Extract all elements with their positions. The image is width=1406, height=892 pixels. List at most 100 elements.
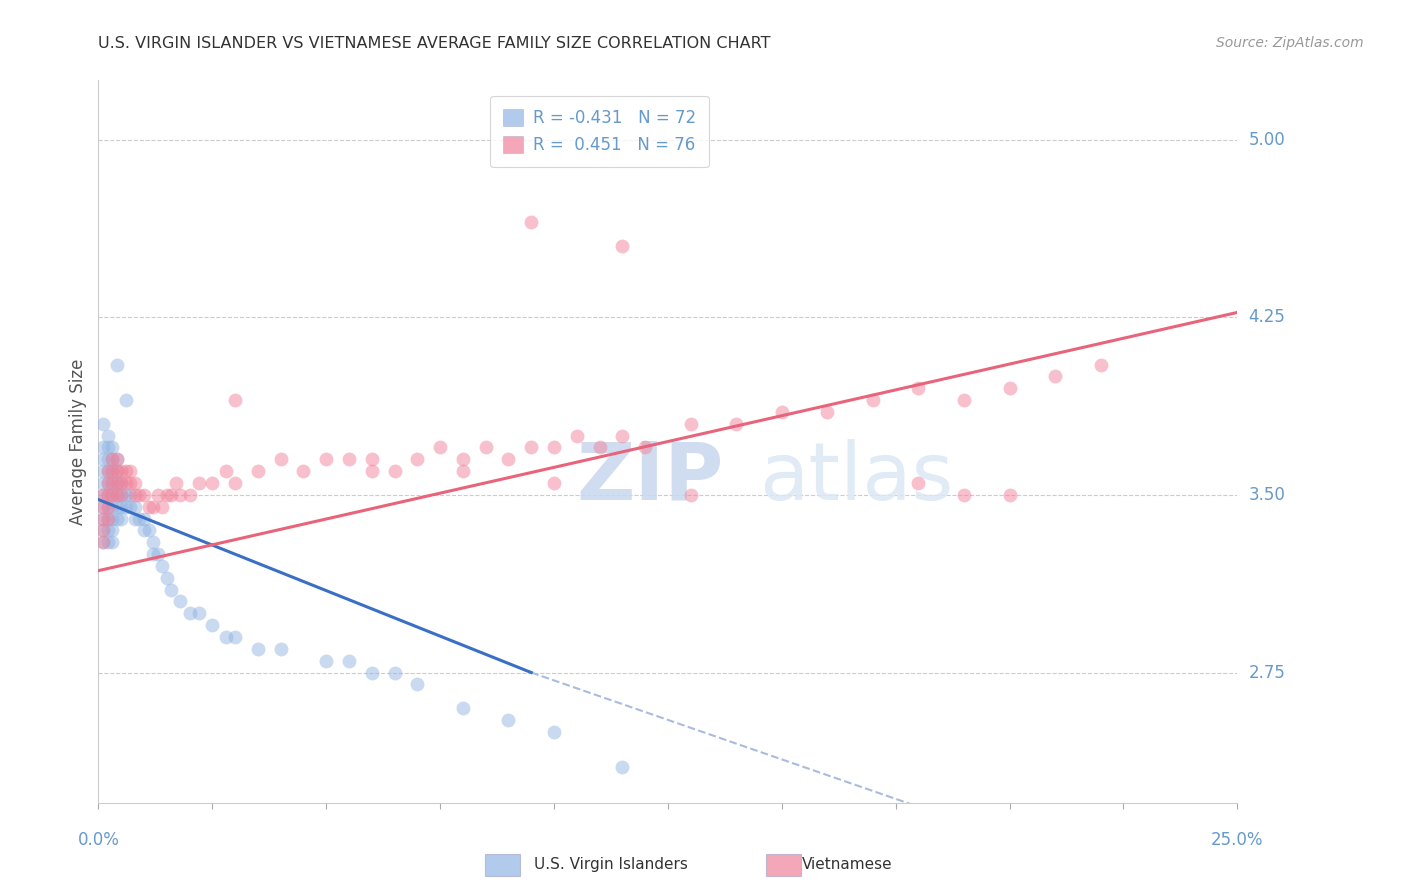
Point [96, 488, 118, 502]
Text: 4.25: 4.25 [1249, 308, 1285, 326]
Point [110, 500, 132, 514]
Point [498, 713, 520, 727]
Point [91, 464, 114, 478]
Point [142, 535, 165, 549]
Point [101, 475, 124, 490]
Point [96, 488, 118, 502]
Point [132, 524, 155, 538]
Point [1043, 369, 1066, 384]
Point [215, 464, 238, 478]
Point [169, 594, 191, 608]
Point [105, 488, 128, 502]
Point [110, 464, 132, 478]
Point [498, 452, 520, 467]
Text: U.S. VIRGIN ISLANDER VS VIETNAMESE AVERAGE FAMILY SIZE CORRELATION CHART: U.S. VIRGIN ISLANDER VS VIETNAMESE AVERA… [98, 36, 770, 51]
Point [128, 511, 150, 525]
Point [146, 547, 169, 561]
Point [1090, 358, 1112, 372]
Point [201, 618, 224, 632]
Text: 3.50: 3.50 [1249, 486, 1285, 504]
Point [105, 475, 128, 490]
Point [128, 488, 150, 502]
Point [451, 464, 474, 478]
Point [96, 500, 118, 514]
Point [91, 511, 114, 525]
Point [110, 475, 132, 490]
Point [124, 500, 146, 514]
Point [96, 464, 118, 478]
Point [101, 464, 124, 478]
Point [96, 500, 118, 514]
Point [105, 511, 128, 525]
Point [169, 488, 191, 502]
Point [101, 452, 124, 467]
Point [110, 475, 132, 490]
Point [160, 488, 183, 502]
Point [150, 558, 173, 573]
Point [91, 524, 114, 538]
Point [91, 511, 114, 525]
Point [907, 475, 929, 490]
Point [114, 488, 136, 502]
Point [565, 428, 588, 442]
Point [105, 452, 128, 467]
Point [101, 488, 124, 502]
Point [91, 535, 114, 549]
Point [770, 405, 793, 419]
Point [138, 500, 160, 514]
Y-axis label: Average Family Size: Average Family Size [69, 359, 87, 524]
Point [360, 464, 382, 478]
Point [543, 441, 565, 455]
Point [474, 441, 496, 455]
Point [138, 524, 160, 538]
Point [96, 535, 118, 549]
Point [91, 441, 114, 455]
Point [101, 511, 124, 525]
Point [146, 488, 169, 502]
Point [101, 441, 124, 455]
Point [120, 500, 142, 514]
Point [406, 677, 429, 691]
Point [588, 441, 610, 455]
Point [124, 488, 146, 502]
Point [360, 665, 382, 680]
Point [520, 215, 543, 229]
Point [998, 381, 1021, 395]
Point [101, 488, 124, 502]
Point [120, 475, 142, 490]
Point [101, 452, 124, 467]
Point [165, 475, 187, 490]
Point [270, 641, 292, 656]
Point [270, 452, 292, 467]
Point [110, 488, 132, 502]
Point [224, 393, 246, 408]
Point [96, 428, 118, 442]
Point [634, 441, 657, 455]
Point [96, 475, 118, 490]
Point [91, 452, 114, 467]
Point [105, 488, 128, 502]
Point [907, 381, 929, 395]
Point [337, 452, 360, 467]
Point [862, 393, 884, 408]
Point [110, 511, 132, 525]
Point [543, 475, 565, 490]
Point [315, 452, 337, 467]
Point [101, 535, 124, 549]
Point [429, 441, 451, 455]
Point [96, 441, 118, 455]
Point [612, 428, 634, 442]
Text: 2.75: 2.75 [1249, 664, 1285, 681]
Point [105, 475, 128, 490]
Point [815, 405, 838, 419]
Point [292, 464, 315, 478]
Point [132, 488, 155, 502]
Point [96, 511, 118, 525]
Point [315, 654, 337, 668]
Point [150, 500, 173, 514]
Point [91, 524, 114, 538]
Point [91, 500, 114, 514]
Point [91, 488, 114, 502]
Point [384, 464, 406, 478]
Point [142, 500, 165, 514]
